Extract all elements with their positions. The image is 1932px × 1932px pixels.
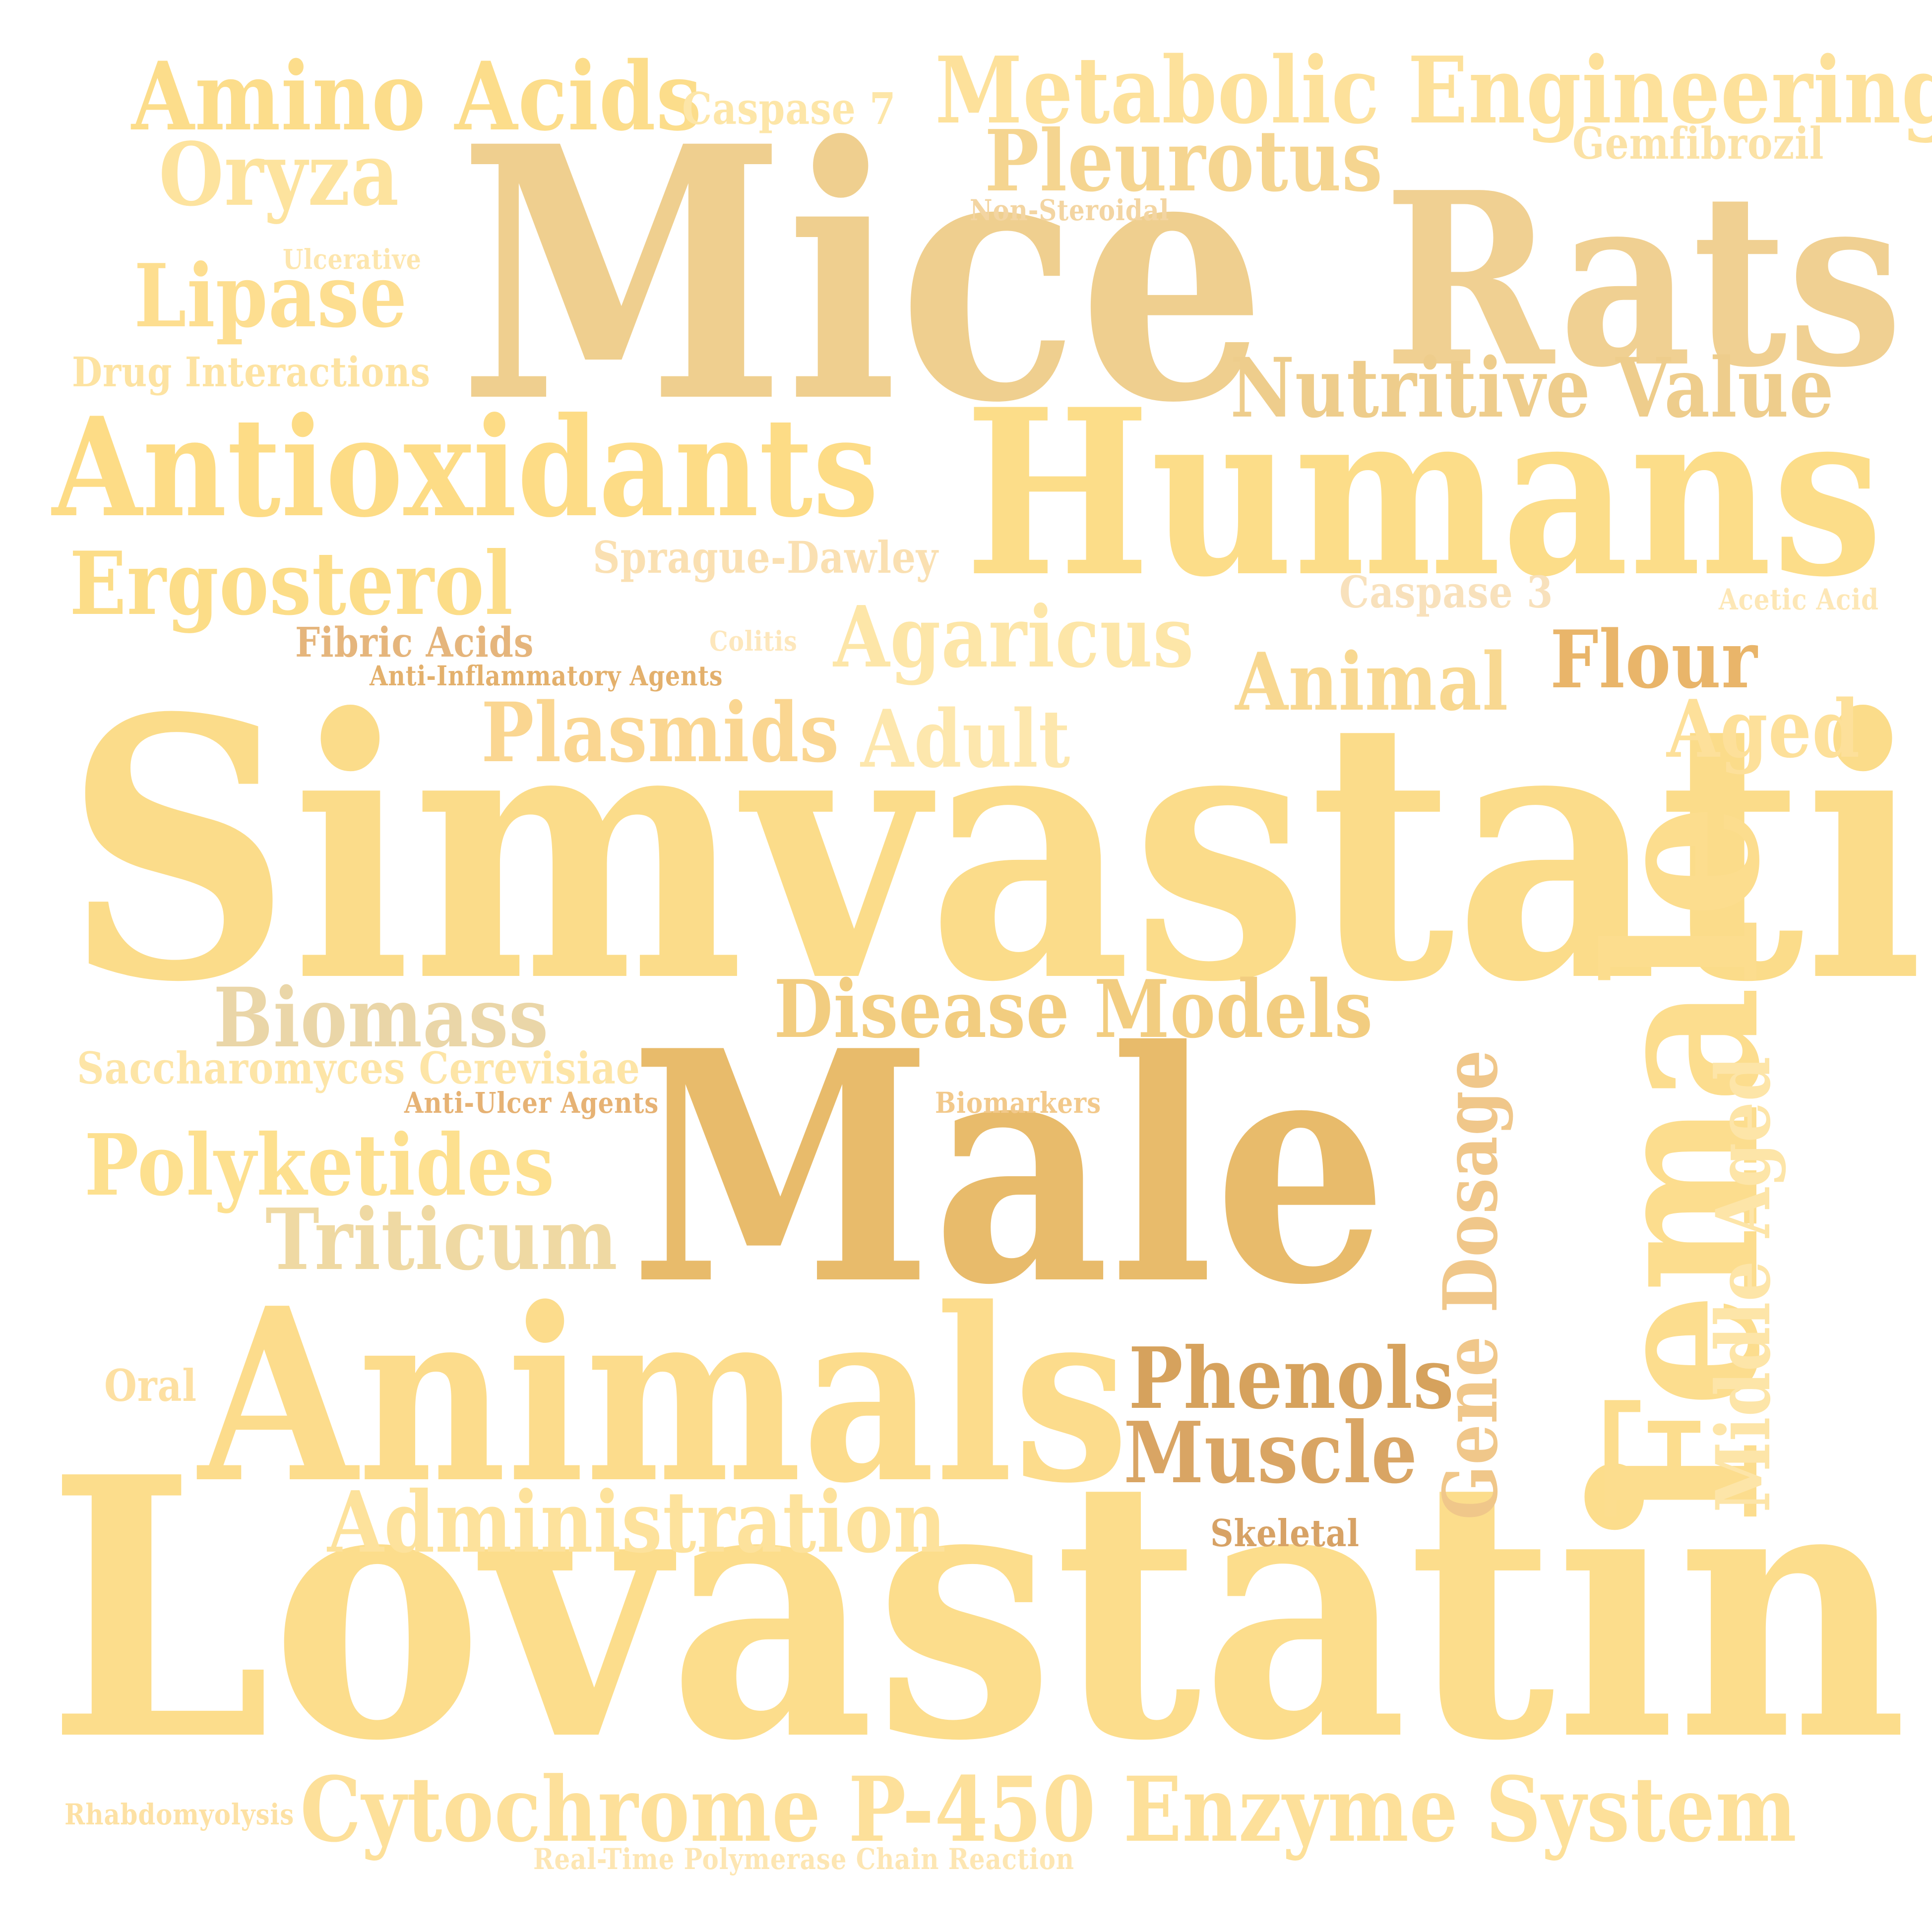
word-oryza: Oryza <box>159 124 400 226</box>
word-saccharomyces-cerevisiae: Saccharomyces Cerevisiae <box>77 1042 640 1094</box>
word-animal: Animal <box>1235 635 1509 728</box>
word-skeletal: Skeletal <box>1210 1511 1360 1555</box>
word-lipase: Lipase <box>134 245 408 347</box>
word-gemfibrozil: Gemfibrozil <box>1572 118 1824 169</box>
word-drug-interactions: Drug Interactions <box>72 349 431 396</box>
word-real-time-pcr: Real-Time Polymerase Chain Reaction <box>533 1842 1074 1876</box>
word-anti-ulcer-agents: Anti-Ulcer Agents <box>404 1086 659 1120</box>
word-animals: Animals <box>198 1256 1129 1536</box>
word-biomarkers: Biomarkers <box>935 1086 1102 1120</box>
word-nutritive-value: Nutritive Value <box>1230 340 1834 436</box>
word-agaricus: Agaricus <box>833 588 1194 687</box>
word-caspase-3: Caspase 3 <box>1339 566 1554 618</box>
word-oral: Oral <box>104 1360 197 1411</box>
word-biomass: Biomass <box>213 969 549 1066</box>
word-plasmids: Plasmids <box>481 684 840 781</box>
word-amino-acids: Amino Acids <box>131 41 702 152</box>
word-administration: Administration <box>327 1473 947 1572</box>
word-ergosterol: Ergosterol <box>69 533 514 635</box>
word-adult: Adult <box>861 692 1071 785</box>
word-muscle: Muscle <box>1123 1403 1418 1503</box>
word-non-steroidal: Non-Steroidal <box>970 193 1170 227</box>
word-lovastatin: Lovastatin <box>47 1399 1908 1819</box>
word-triticum: Triticum <box>265 1190 618 1289</box>
word-humans: Humans <box>965 360 1883 627</box>
word-caspase-7: Caspase 7 <box>682 83 896 134</box>
word-pleurotus: Pleurotus <box>985 112 1383 211</box>
word-male: Male <box>630 981 1388 1354</box>
word-simvastatin: Simvastatin <box>64 641 1932 1060</box>
word-acetic-acid: Acetic Acid <box>1719 583 1879 616</box>
word-antioxidants: Antioxidants <box>52 387 879 547</box>
word-aged: Aged <box>1667 682 1861 776</box>
word-middle-aged: Middle Aged <box>1700 1056 1787 1512</box>
word-ulcerative: Ulcerative <box>283 243 422 275</box>
word-disease-models: Disease Models <box>774 963 1373 1056</box>
word-polyketides: Polyketides <box>84 1116 555 1215</box>
word-fibric-acids: Fibric Acids <box>295 619 534 666</box>
word-colitis: Colitis <box>709 625 798 657</box>
word-gene-dosage: Gene Dosage <box>1427 1049 1514 1520</box>
word-sprague-dawley: Sprague-Dawley <box>593 532 938 583</box>
word-metabolic-engineering: Metabolic Engineering <box>935 36 1932 144</box>
word-anti-inflammatory-agents: Anti-Inflammatory Agents <box>370 660 723 692</box>
word-rhabdomyolysis: Rhabdomyolysis <box>64 1798 295 1831</box>
word-rats: Rats <box>1384 140 1903 420</box>
word-flour: Flour <box>1550 613 1758 706</box>
word-mice: Mice <box>459 71 1267 479</box>
word-phenols: Phenols <box>1128 1329 1454 1428</box>
word-cytochrome: Cytochrome P-450 Enzyme System <box>300 1757 1797 1862</box>
